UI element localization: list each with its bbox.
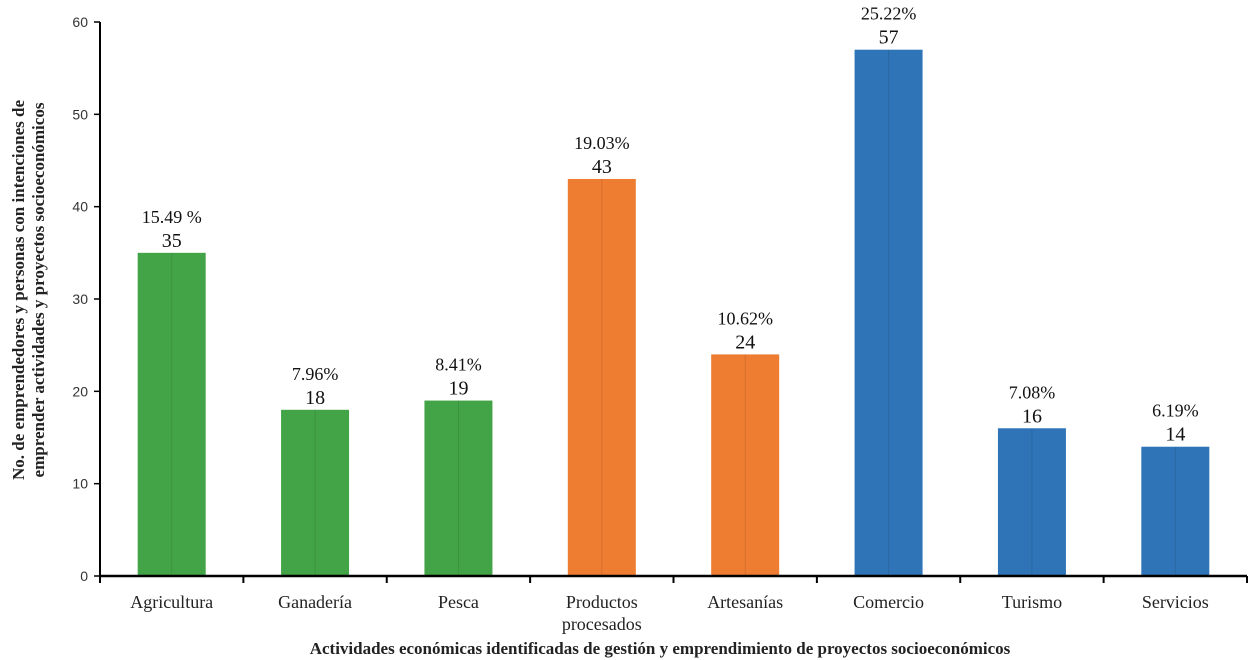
bar xyxy=(854,49,923,576)
bar xyxy=(567,178,636,576)
bar-rect xyxy=(997,428,1066,576)
bar-percent-label: 7.08% xyxy=(1009,382,1056,402)
bar-percent-label: 7.96% xyxy=(292,364,339,384)
bar xyxy=(424,400,493,576)
bar xyxy=(1141,446,1210,576)
bar-labels-group: 35 15.49 % 18 7.96% 19 8.41% 43 19.03% 24 10.62% 5… xyxy=(142,4,1199,446)
bar-value-label: 57 xyxy=(879,27,899,49)
bar-rect xyxy=(711,354,780,576)
bar-percent-label: 6.19% xyxy=(1152,401,1199,421)
bar-rect xyxy=(281,409,350,576)
y-tick-label: 40 xyxy=(72,199,88,215)
bar xyxy=(281,409,350,576)
bar-rect xyxy=(854,49,923,576)
bar-percent-label: 10.62% xyxy=(717,308,773,328)
bar-percent-label: 19.03% xyxy=(574,133,630,153)
bar-value-label: 35 xyxy=(162,230,182,252)
y-axis: 0 10 20 30 40 50 60 xyxy=(72,14,101,584)
x-axis: Agricultura Ganadería Pesca Productosproces… xyxy=(99,574,1248,634)
x-tick-label: Artesanías xyxy=(707,592,783,612)
x-tick-label: procesados xyxy=(562,614,642,634)
bar xyxy=(711,354,780,576)
bar-rect xyxy=(424,400,493,576)
bar-value-label: 16 xyxy=(1022,405,1042,427)
y-axis-title: No. de emprendedores y personas con inte… xyxy=(9,100,48,480)
bar-value-label: 19 xyxy=(448,378,468,400)
bar-rect xyxy=(137,252,206,577)
y-axis-title-line-1: No. de emprendedores y personas con inte… xyxy=(9,100,28,480)
bar-value-label: 43 xyxy=(592,156,612,178)
y-tick-label: 30 xyxy=(72,291,88,307)
bar-rect xyxy=(1141,446,1210,576)
bar-percent-label: 25.22% xyxy=(861,4,917,24)
y-tick-label: 10 xyxy=(72,476,88,492)
bar-percent-label: 15.49 % xyxy=(142,207,202,227)
bar-rect xyxy=(567,178,636,576)
bar-value-label: 24 xyxy=(735,331,755,353)
x-tick-label: Ganadería xyxy=(278,592,352,612)
bar-value-label: 14 xyxy=(1165,424,1185,446)
x-tick-label: Turismo xyxy=(1002,592,1062,612)
x-tick-label: Servicios xyxy=(1142,592,1209,612)
x-axis-title: Actividades económicas identificadas de … xyxy=(310,639,1011,658)
y-tick-label: 60 xyxy=(72,14,88,30)
bar-value-label: 18 xyxy=(305,387,325,409)
y-tick-label: 20 xyxy=(72,383,88,399)
y-tick-label: 50 xyxy=(72,106,88,122)
y-tick-label: 0 xyxy=(80,568,88,584)
x-tick-label: Agricultura xyxy=(130,592,213,612)
y-axis-title-line-2: emprender actividades y proyectos socioe… xyxy=(29,102,48,477)
x-tick-label: Comercio xyxy=(853,592,924,612)
bar xyxy=(137,252,206,577)
bars-group xyxy=(137,49,1210,577)
x-tick-label: Pesca xyxy=(438,592,479,612)
x-tick-label: Productos xyxy=(566,592,638,612)
bar-percent-label: 8.41% xyxy=(435,355,482,375)
bar xyxy=(997,428,1066,576)
